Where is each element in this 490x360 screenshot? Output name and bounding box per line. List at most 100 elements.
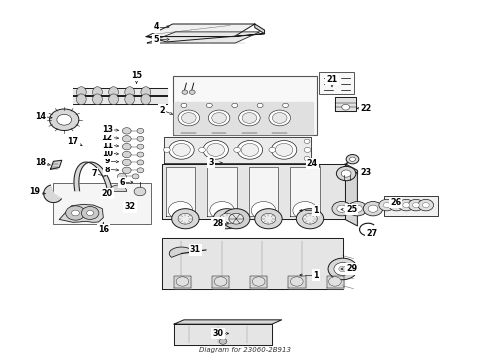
Circle shape — [304, 139, 310, 143]
Polygon shape — [345, 164, 357, 226]
Circle shape — [347, 202, 367, 216]
Circle shape — [212, 113, 226, 123]
Text: 31: 31 — [190, 246, 201, 255]
Circle shape — [237, 140, 263, 159]
Circle shape — [408, 199, 424, 211]
Circle shape — [137, 160, 144, 165]
Ellipse shape — [109, 94, 119, 105]
Circle shape — [296, 209, 324, 229]
Text: 32: 32 — [124, 202, 136, 211]
Circle shape — [234, 147, 241, 152]
Bar — [384, 196, 438, 216]
Circle shape — [178, 110, 199, 126]
Circle shape — [275, 143, 293, 156]
Circle shape — [137, 136, 144, 141]
Circle shape — [241, 143, 259, 156]
Bar — [53, 183, 151, 224]
Polygon shape — [250, 276, 268, 288]
Circle shape — [214, 277, 227, 286]
Circle shape — [87, 211, 94, 216]
Text: 6: 6 — [119, 177, 124, 186]
Circle shape — [341, 170, 351, 177]
Text: 10: 10 — [102, 149, 113, 158]
Text: 17: 17 — [68, 137, 78, 146]
Polygon shape — [73, 95, 167, 104]
Circle shape — [49, 109, 79, 131]
Text: 19: 19 — [29, 187, 40, 196]
Polygon shape — [74, 162, 112, 191]
Text: 23: 23 — [361, 168, 372, 177]
Circle shape — [57, 114, 72, 125]
Circle shape — [72, 210, 79, 216]
Circle shape — [178, 213, 193, 224]
Text: 20: 20 — [101, 189, 113, 198]
Ellipse shape — [109, 87, 119, 98]
Circle shape — [346, 154, 359, 164]
Circle shape — [213, 209, 241, 229]
Wedge shape — [109, 185, 127, 192]
Ellipse shape — [141, 94, 151, 105]
Text: 26: 26 — [390, 198, 401, 207]
Circle shape — [393, 203, 400, 208]
Text: 21: 21 — [326, 75, 338, 84]
Text: 12: 12 — [101, 133, 113, 142]
Polygon shape — [291, 167, 320, 216]
Circle shape — [291, 277, 303, 286]
Circle shape — [334, 262, 351, 275]
Text: 5: 5 — [153, 35, 159, 44]
Ellipse shape — [93, 94, 102, 105]
Text: 25: 25 — [346, 205, 357, 214]
Polygon shape — [212, 276, 229, 288]
Polygon shape — [162, 238, 343, 289]
Polygon shape — [164, 137, 311, 163]
Text: 24: 24 — [307, 159, 318, 168]
Circle shape — [363, 202, 383, 216]
Circle shape — [208, 110, 230, 126]
Circle shape — [207, 143, 224, 156]
Polygon shape — [335, 97, 356, 111]
Circle shape — [232, 103, 238, 108]
Ellipse shape — [76, 87, 86, 98]
Polygon shape — [162, 164, 345, 220]
Bar — [319, 72, 354, 94]
Circle shape — [132, 174, 139, 179]
Circle shape — [210, 202, 234, 220]
Circle shape — [339, 266, 346, 272]
Circle shape — [329, 277, 341, 286]
Polygon shape — [73, 88, 167, 96]
Circle shape — [269, 147, 276, 152]
Circle shape — [342, 104, 349, 110]
Circle shape — [172, 209, 199, 229]
Circle shape — [176, 277, 189, 286]
Text: 3: 3 — [208, 158, 214, 167]
Text: 4: 4 — [153, 22, 159, 31]
Circle shape — [293, 202, 318, 220]
Bar — [172, 76, 317, 135]
Circle shape — [332, 202, 351, 216]
Circle shape — [255, 209, 282, 229]
Circle shape — [122, 135, 131, 142]
Circle shape — [219, 338, 227, 344]
Polygon shape — [289, 276, 306, 288]
Circle shape — [137, 144, 144, 149]
Circle shape — [349, 157, 355, 161]
Circle shape — [304, 147, 311, 152]
Circle shape — [220, 213, 234, 224]
Circle shape — [242, 113, 257, 123]
Circle shape — [222, 209, 250, 229]
Polygon shape — [207, 167, 237, 216]
Text: 13: 13 — [102, 125, 113, 134]
Ellipse shape — [141, 87, 151, 98]
Polygon shape — [147, 24, 255, 37]
Circle shape — [352, 205, 362, 212]
Ellipse shape — [125, 94, 135, 105]
Circle shape — [122, 143, 131, 150]
Polygon shape — [174, 276, 191, 288]
Polygon shape — [174, 324, 272, 345]
Polygon shape — [255, 24, 265, 34]
Text: 18: 18 — [35, 158, 47, 167]
Circle shape — [304, 156, 310, 161]
Circle shape — [137, 152, 144, 157]
Circle shape — [118, 173, 126, 180]
Circle shape — [403, 203, 410, 208]
